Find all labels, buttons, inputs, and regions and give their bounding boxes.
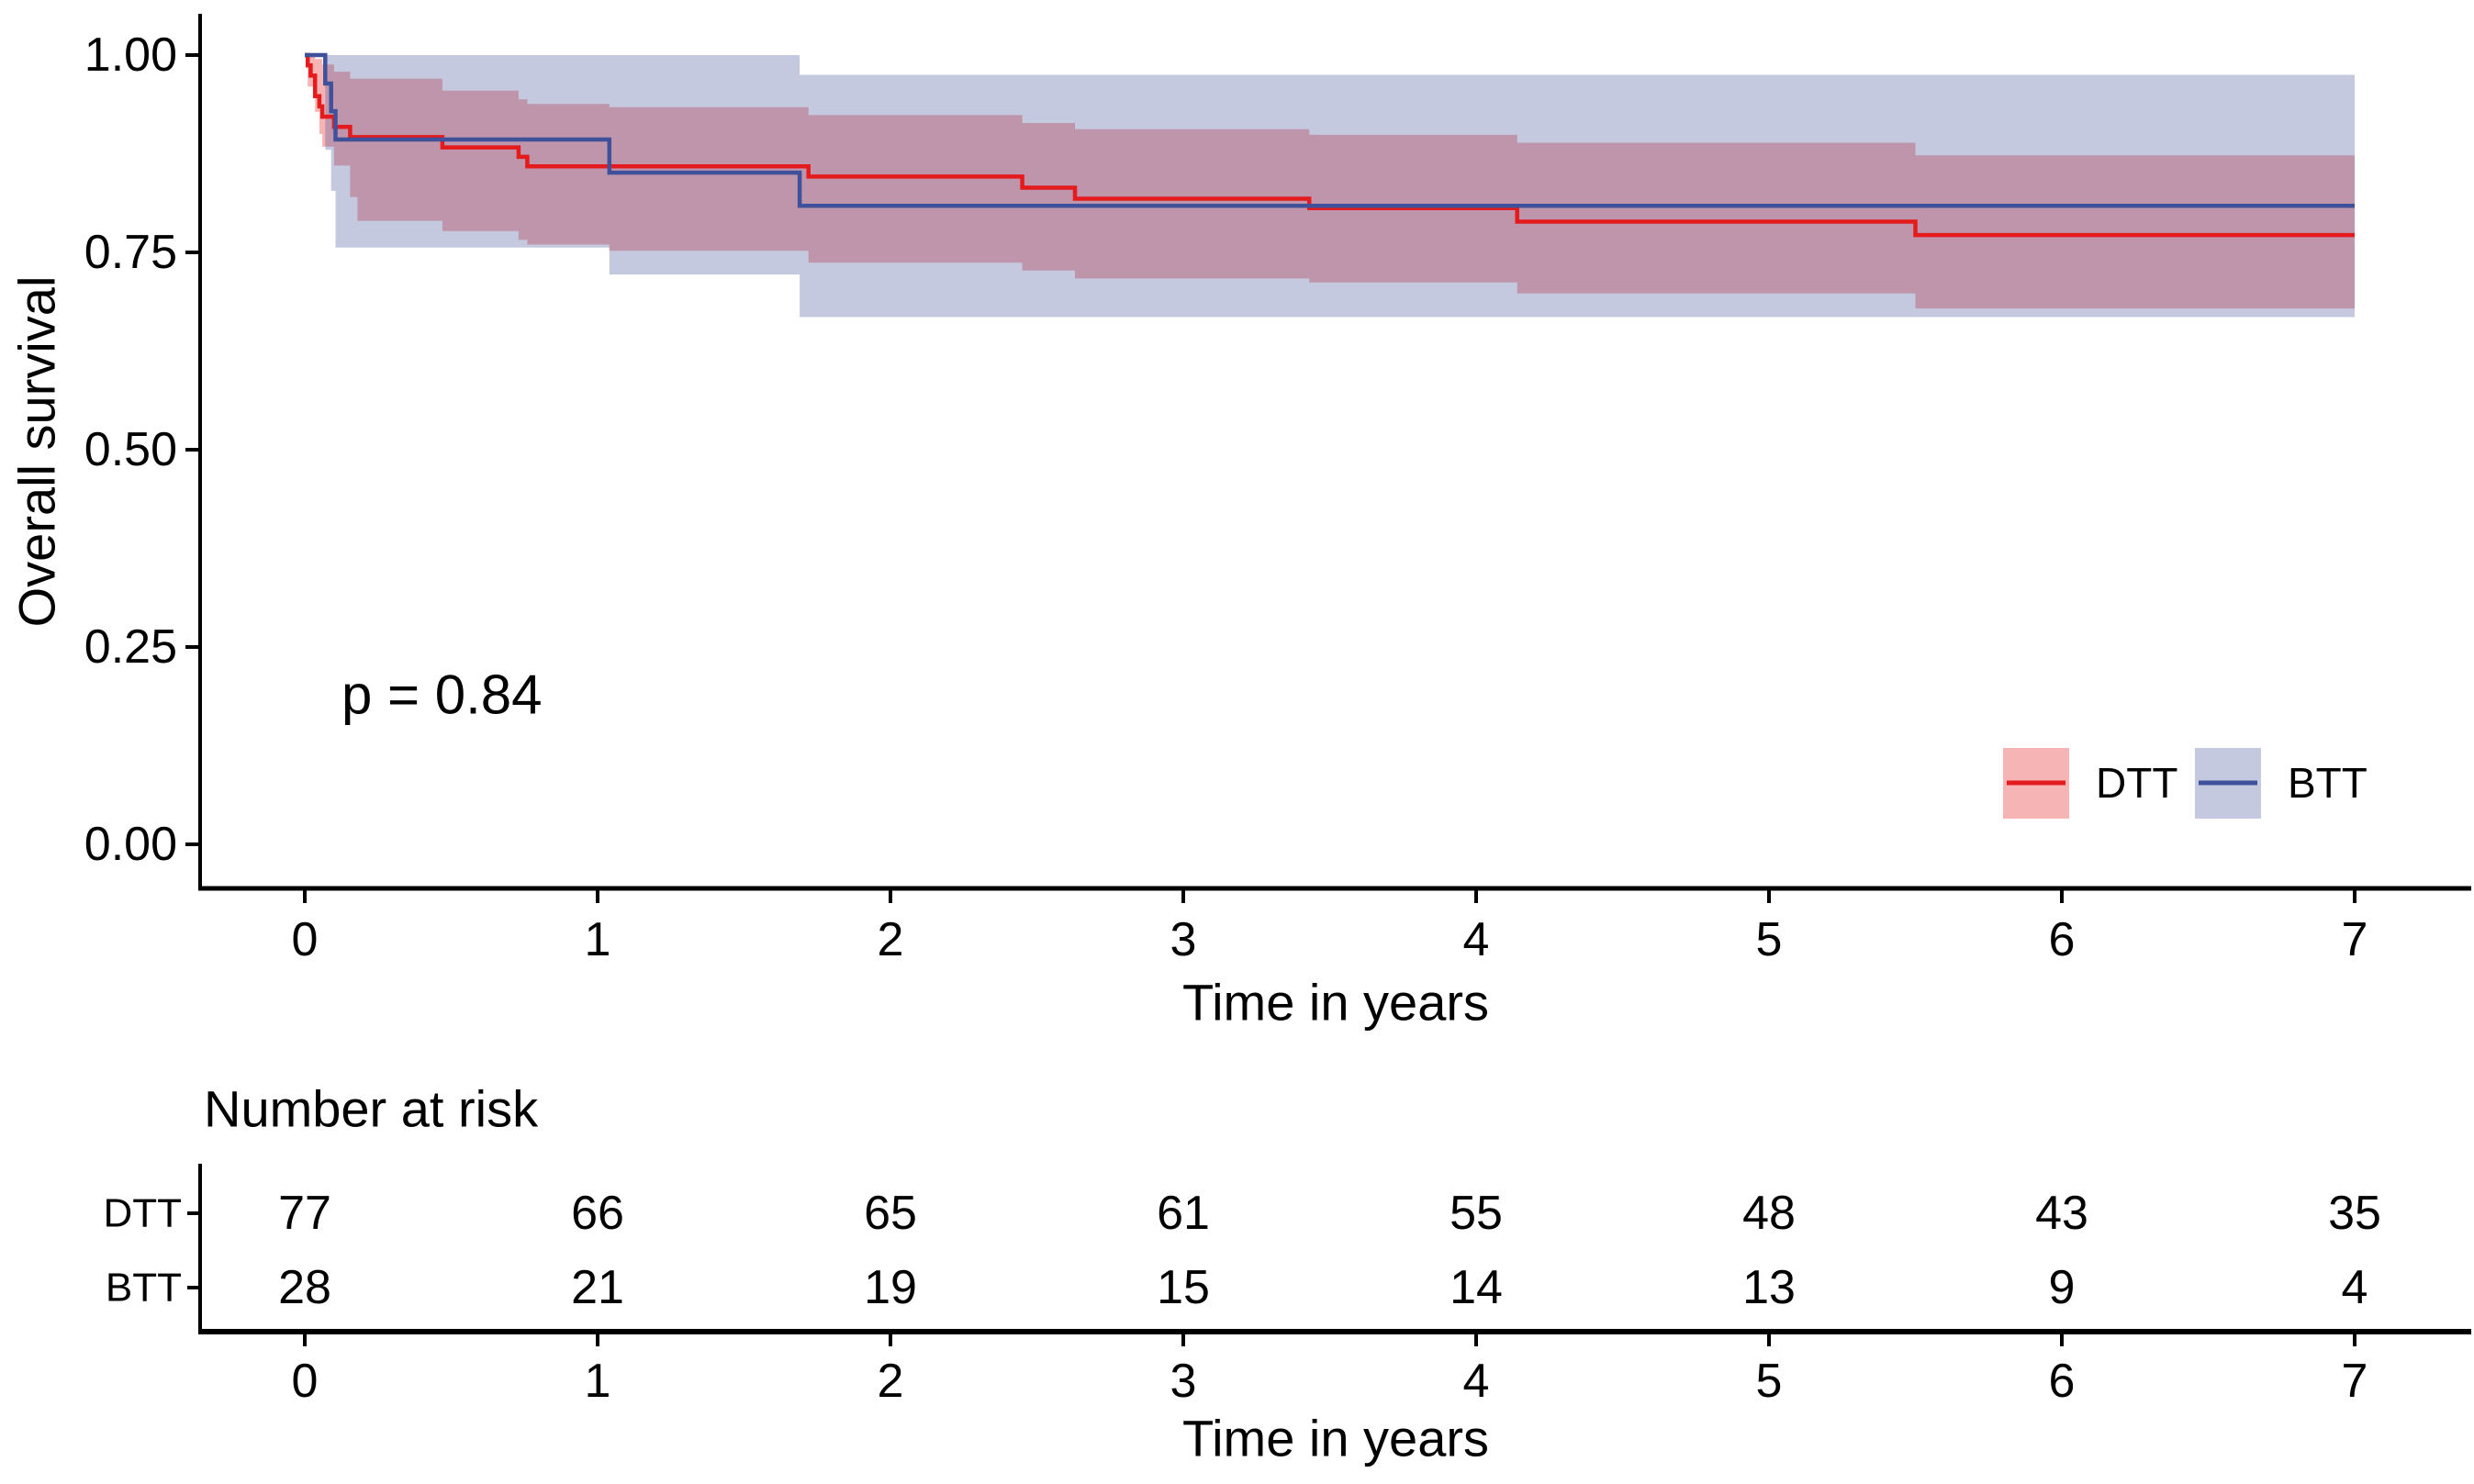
- risk-x-tick-label-4: 4: [1463, 1355, 1490, 1408]
- risk-value-btt-5: 13: [1742, 1261, 1796, 1314]
- x-tick-label-3: 3: [1170, 913, 1197, 966]
- risk-x-tick-label-2: 2: [878, 1355, 904, 1408]
- risk-value-btt-0: 28: [278, 1261, 331, 1314]
- x-axis-title: Time in years: [1182, 974, 1489, 1032]
- risk-value-btt-4: 14: [1450, 1261, 1503, 1314]
- risk-x-axis-title: Time in years: [1182, 1410, 1489, 1467]
- risk-value-dtt-0: 77: [278, 1187, 331, 1240]
- risk-value-btt-6: 9: [2049, 1261, 2076, 1314]
- x-tick-label-6: 6: [2049, 913, 2076, 966]
- y-tick-label-0.75: 0.75: [84, 226, 177, 279]
- btt-confidence-band: [325, 55, 2355, 318]
- risk-x-tick-label-3: 3: [1170, 1355, 1197, 1408]
- risk-value-dtt-5: 48: [1742, 1187, 1796, 1240]
- x-tick-label-1: 1: [585, 913, 611, 966]
- legend-label-btt: BTT: [2288, 759, 2368, 807]
- risk-x-tick-label-7: 7: [2342, 1355, 2368, 1408]
- risk-value-dtt-7: 35: [2328, 1187, 2381, 1240]
- y-axis-title: Overall survival: [8, 276, 66, 628]
- dtt-survival-curve: [305, 52, 2355, 238]
- plot-geometry: [185, 14, 2471, 1346]
- x-tick-label-0: 0: [292, 913, 319, 966]
- risk-value-dtt-4: 55: [1450, 1187, 1503, 1240]
- risk-row-label-btt: BTT: [106, 1266, 182, 1311]
- risk-value-btt-1: 21: [571, 1261, 624, 1314]
- y-tick-label-1.00: 1.00: [84, 28, 177, 82]
- risk-x-tick-label-1: 1: [585, 1355, 611, 1408]
- x-tick-label-7: 7: [2342, 913, 2368, 966]
- risk-table-title: Number at risk: [204, 1080, 539, 1138]
- risk-value-dtt-2: 65: [864, 1187, 917, 1240]
- legend-label-dtt: DTT: [2096, 759, 2177, 807]
- y-tick-label-0.00: 0.00: [84, 818, 177, 871]
- risk-x-tick-label-6: 6: [2049, 1355, 2076, 1408]
- dtt-confidence-band: [308, 55, 2356, 309]
- risk-x-tick-label-0: 0: [292, 1355, 319, 1408]
- x-tick-label-4: 4: [1463, 913, 1490, 966]
- x-tick-label-5: 5: [1756, 913, 1783, 966]
- x-tick-label-2: 2: [878, 913, 904, 966]
- risk-value-btt-2: 19: [864, 1261, 917, 1314]
- btt-survival-curve: [305, 52, 2355, 208]
- p-value-annotation: p = 0.84: [341, 664, 543, 726]
- risk-row-label-dtt: DTT: [103, 1191, 182, 1236]
- risk-x-tick-label-5: 5: [1756, 1355, 1783, 1408]
- y-tick-label-0.25: 0.25: [84, 620, 177, 674]
- risk-value-dtt-1: 66: [571, 1187, 624, 1240]
- risk-value-btt-3: 15: [1157, 1261, 1210, 1314]
- risk-value-btt-7: 4: [2342, 1261, 2368, 1314]
- risk-value-dtt-3: 61: [1157, 1187, 1210, 1240]
- risk-value-dtt-6: 43: [2035, 1187, 2088, 1240]
- y-tick-label-0.50: 0.50: [84, 423, 177, 476]
